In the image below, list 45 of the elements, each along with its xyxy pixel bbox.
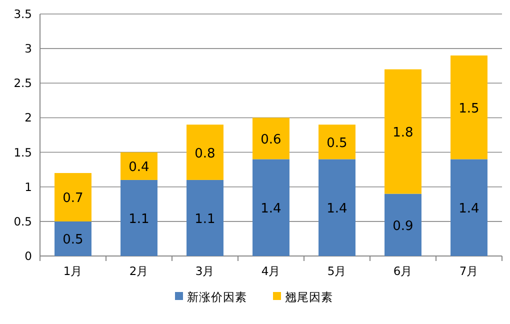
x-tick-label: 1月 xyxy=(63,264,83,278)
y-tick-label: 2.5 xyxy=(14,76,32,90)
data-label: 1.4 xyxy=(260,202,282,217)
x-tick-label: 4月 xyxy=(261,264,281,278)
bar xyxy=(450,159,488,256)
data-label: 0.6 xyxy=(260,132,282,148)
y-tick-label: 1.5 xyxy=(14,145,32,160)
y-tick-label: 2 xyxy=(24,110,32,125)
bar xyxy=(318,159,356,256)
data-label: 0.4 xyxy=(128,160,150,176)
x-tick-label: 3月 xyxy=(195,264,215,278)
bar xyxy=(384,194,422,256)
x-tick-label: 7月 xyxy=(459,264,479,278)
data-label: 1.1 xyxy=(128,212,150,227)
data-label: 0.9 xyxy=(392,218,414,234)
data-label: 0.5 xyxy=(326,136,348,151)
data-label: 0.8 xyxy=(194,146,216,162)
data-label: 1.4 xyxy=(458,202,480,217)
legend-label: 新涨价因素 xyxy=(187,290,247,304)
x-tick-label: 2月 xyxy=(129,264,149,278)
y-tick-label: 0 xyxy=(24,249,32,263)
data-label: 1.8 xyxy=(392,126,414,141)
bar xyxy=(318,124,356,160)
bar xyxy=(252,159,290,256)
data-label: 1.4 xyxy=(326,202,348,217)
x-tick-label: 6月 xyxy=(393,264,413,278)
y-tick-label: 0.5 xyxy=(14,214,32,228)
bar xyxy=(384,69,422,194)
data-label: 1.1 xyxy=(194,212,216,227)
y-tick-label: 3 xyxy=(24,42,32,56)
data-label: 0.7 xyxy=(62,191,84,206)
bar xyxy=(120,152,158,180)
bar xyxy=(54,173,92,222)
data-label: 1.5 xyxy=(458,101,480,116)
y-tick-label: 1 xyxy=(24,180,32,194)
bar xyxy=(120,180,158,256)
x-tick-label: 5月 xyxy=(327,264,347,278)
bar xyxy=(252,118,290,160)
bar xyxy=(54,221,92,256)
legend-label: 翘尾因素 xyxy=(285,290,333,304)
bar xyxy=(186,124,224,180)
bar xyxy=(450,55,488,160)
y-tick-label: 3.5 xyxy=(14,7,32,21)
data-label: 0.5 xyxy=(62,232,84,248)
bar xyxy=(186,180,224,256)
